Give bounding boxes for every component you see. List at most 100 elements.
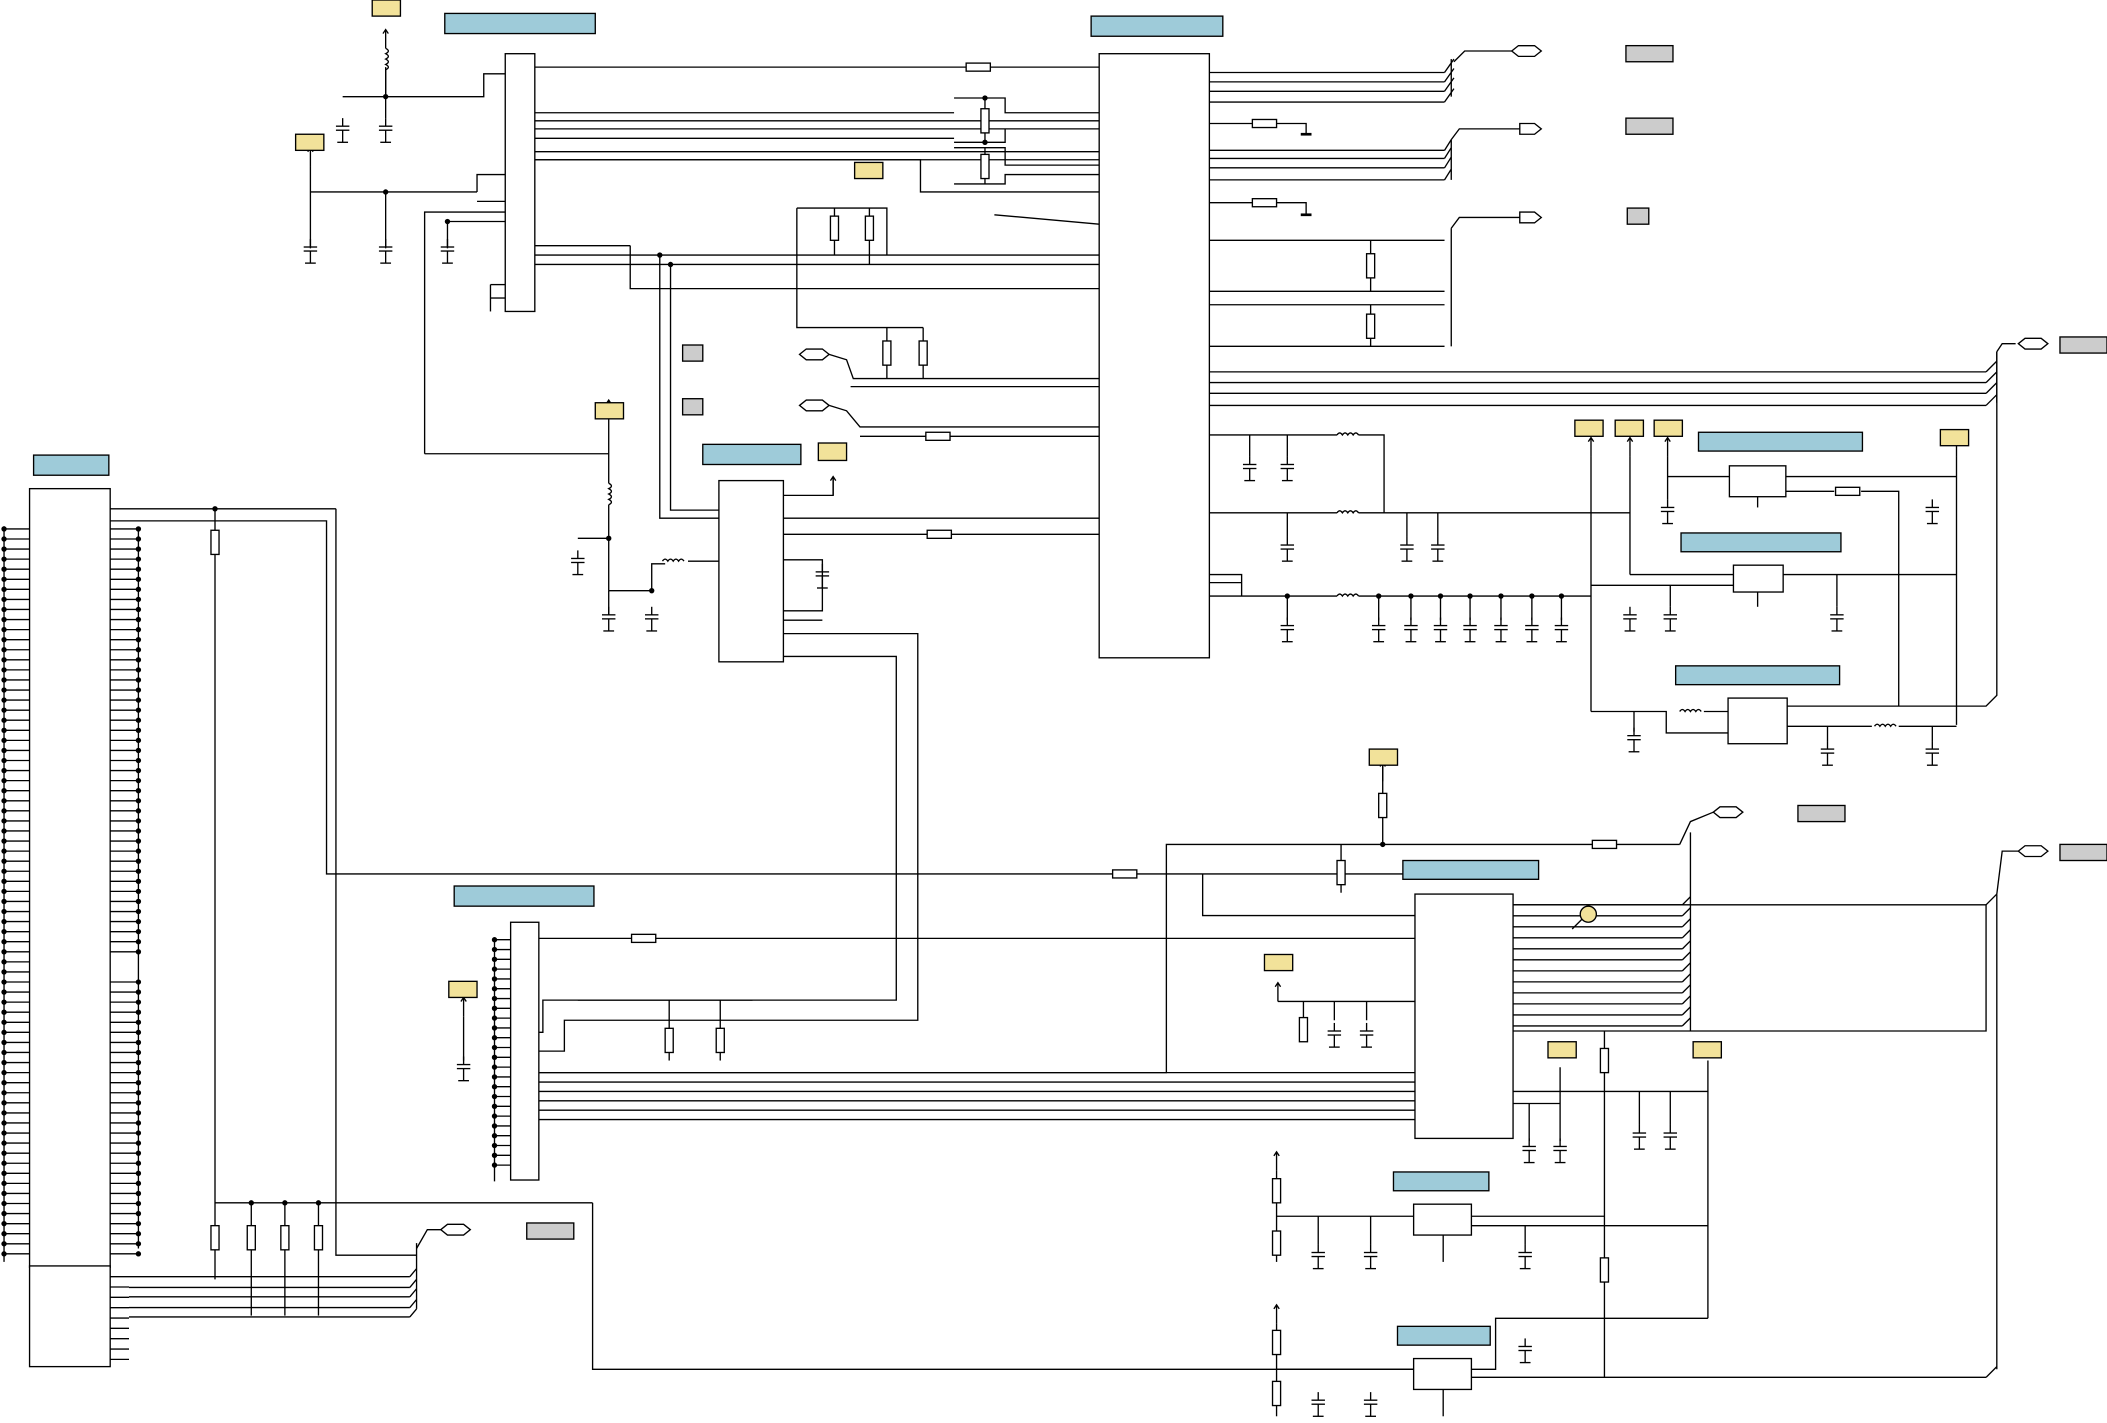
labels xyxy=(32,0,2107,1346)
wire xyxy=(1681,907,1691,917)
resistor xyxy=(1599,1047,1610,1074)
junction-dot xyxy=(135,626,142,633)
junction-dot xyxy=(1,1009,7,1015)
junction-dot xyxy=(1,798,7,804)
block-label xyxy=(1680,532,1842,553)
power-net-label xyxy=(1614,419,1645,437)
wire xyxy=(994,214,1100,225)
junction-dot xyxy=(135,536,142,542)
wire xyxy=(538,632,919,1052)
junction-dot xyxy=(135,898,142,905)
junction-dot xyxy=(135,858,142,864)
power-net-label xyxy=(1368,748,1399,766)
wire xyxy=(1443,168,1452,181)
wire xyxy=(409,1288,418,1298)
junction-dot xyxy=(135,838,142,844)
junction-dot xyxy=(1,1120,7,1126)
junction-dot xyxy=(1,868,7,874)
wire xyxy=(1443,147,1452,159)
wire xyxy=(608,563,666,592)
junction-dot xyxy=(135,868,142,874)
bus-port-icon xyxy=(1712,806,1744,819)
bus-port-icon xyxy=(2017,337,2049,350)
junction-dot xyxy=(491,1054,498,1061)
resistor xyxy=(1251,198,1278,208)
wire xyxy=(1996,850,2019,895)
resistor xyxy=(246,1224,256,1251)
wire xyxy=(1681,951,1691,961)
wire xyxy=(1443,139,1452,151)
wire xyxy=(1443,88,1455,103)
wire xyxy=(1513,904,1987,1032)
junction-dot xyxy=(1,908,7,915)
junction-dot xyxy=(135,1190,142,1197)
power-net-label xyxy=(1692,1041,1723,1059)
junction-dot xyxy=(135,1170,142,1176)
block-label xyxy=(453,885,595,907)
junction-dot xyxy=(491,1123,498,1129)
power-arrow-icon xyxy=(1273,1150,1280,1157)
wire xyxy=(476,173,506,192)
wire xyxy=(1290,122,1307,135)
junction-dot xyxy=(135,1231,142,1237)
junction-dot xyxy=(1,566,7,572)
junction-dot xyxy=(135,556,142,562)
junction-dot xyxy=(135,818,142,824)
junction-dot xyxy=(135,1009,142,1015)
junction-dot xyxy=(135,1220,142,1227)
resistor xyxy=(1251,118,1278,129)
junction-dot xyxy=(1,1100,7,1106)
wire xyxy=(409,1268,418,1278)
junction-dot xyxy=(135,1039,142,1046)
power-arrow-icon xyxy=(829,475,837,481)
wire xyxy=(1450,128,1520,141)
wire xyxy=(1681,1017,1691,1027)
junction-dot xyxy=(491,956,498,963)
wire xyxy=(783,559,824,612)
junction-dot xyxy=(1,687,7,693)
port-name-label xyxy=(681,344,704,362)
junction-dot xyxy=(135,1120,142,1126)
resistor xyxy=(965,62,992,72)
block-label xyxy=(1090,15,1224,37)
junction-dot xyxy=(491,946,498,953)
inductor xyxy=(1336,593,1360,598)
wire xyxy=(409,1299,418,1308)
junction-dot xyxy=(1,707,7,713)
junction-dot xyxy=(1,1080,7,1086)
junction-dot xyxy=(1,1110,7,1116)
junction-dot xyxy=(1,1130,7,1136)
bus-port-icon xyxy=(798,399,831,412)
bus-port-icon xyxy=(1510,44,1543,58)
junction-dot xyxy=(135,1180,142,1187)
inductor xyxy=(661,558,685,563)
junction-dot xyxy=(135,979,142,985)
wire xyxy=(1681,984,1691,994)
junction-dot xyxy=(135,737,142,744)
junction-dot xyxy=(1,808,7,814)
junction-dot xyxy=(135,657,142,663)
junction-dot xyxy=(491,1064,498,1070)
wire xyxy=(538,843,1680,1074)
block-label xyxy=(444,12,596,35)
junction-dot xyxy=(135,747,142,754)
junction-dot xyxy=(1,1059,7,1066)
junction-dot xyxy=(135,908,142,915)
wire xyxy=(534,159,1100,193)
resistor xyxy=(1271,1230,1282,1256)
junction-dot xyxy=(1,1170,7,1176)
resistor xyxy=(1378,792,1388,819)
junction-dot xyxy=(491,1044,498,1051)
wire xyxy=(1681,973,1691,983)
resistor xyxy=(882,340,892,366)
junction-dot xyxy=(135,1251,142,1257)
junction-dot xyxy=(1,969,7,975)
wire xyxy=(409,1278,418,1288)
wire xyxy=(1679,811,1714,845)
wire xyxy=(1681,1006,1691,1016)
wire xyxy=(796,208,924,329)
junction-dot xyxy=(491,937,498,943)
port-name-label xyxy=(1797,804,1846,823)
junction-dot xyxy=(135,606,142,613)
